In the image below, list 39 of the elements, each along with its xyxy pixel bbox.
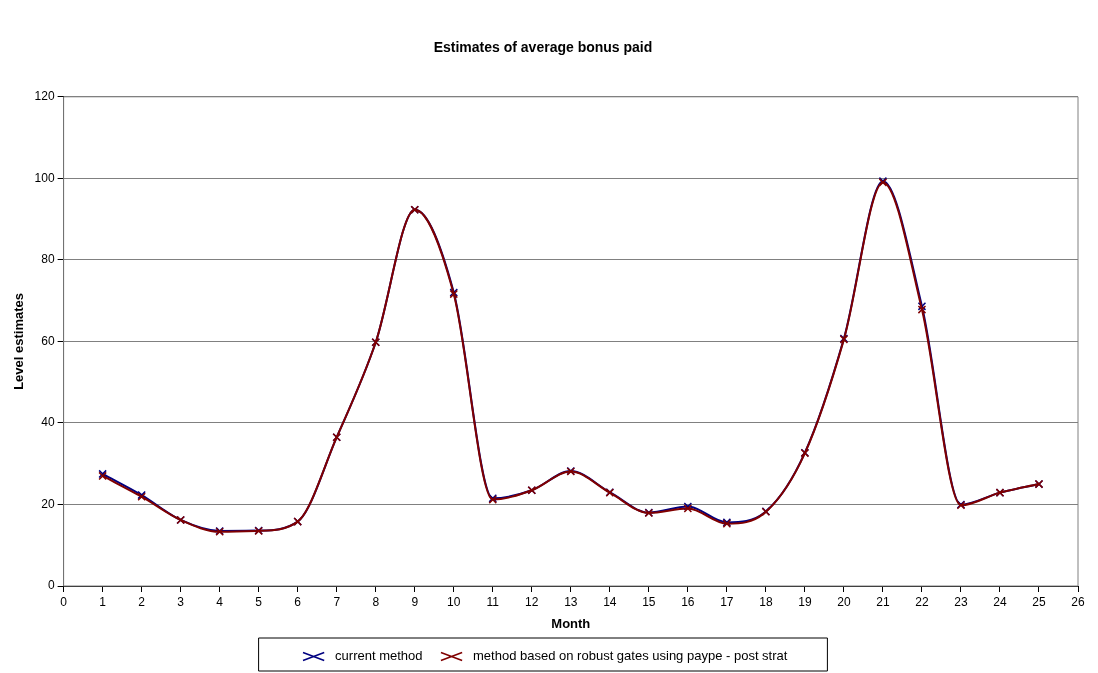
x-tick-label: 22 [915, 594, 929, 609]
x-tick-label: 25 [1032, 594, 1046, 609]
x-tick-label: 13 [564, 594, 578, 609]
x-tick-label: 24 [993, 594, 1007, 609]
y-tick-label: 120 [34, 89, 55, 104]
legend-label: current method [335, 648, 423, 664]
x-tick-label: 26 [1071, 594, 1085, 609]
x-tick-label: 20 [837, 594, 851, 609]
y-tick-label: 80 [41, 252, 55, 267]
x-tick-label: 10 [447, 594, 461, 609]
x-tick-label: 1 [99, 594, 107, 609]
x-tick-label: 4 [216, 594, 224, 609]
y-tick-label: 20 [41, 496, 55, 511]
x-tick-label: 7 [333, 594, 341, 609]
y-tick-label: 60 [41, 333, 55, 348]
x-tick-label: 23 [954, 594, 968, 609]
x-tick-label: 16 [681, 594, 695, 609]
x-tick-label: 19 [798, 594, 812, 609]
y-tick-label: 40 [41, 415, 55, 430]
x-tick-label: 8 [372, 594, 380, 609]
x-tick-label: 11 [486, 594, 500, 609]
x-tick-label: 9 [411, 594, 419, 609]
chart-title: Estimates of average bonus paid [433, 39, 653, 56]
x-tick-label: 15 [642, 594, 656, 609]
legend-label: method based on robust gates using paype - post strat [473, 648, 788, 664]
x-tick-label: 17 [720, 594, 734, 609]
x-tick-label: 18 [759, 594, 773, 609]
x-tick-label: 21 [876, 594, 890, 609]
x-tick-label: 3 [177, 594, 185, 609]
x-tick-label: 6 [294, 594, 302, 609]
x-axis-title: Month [551, 615, 591, 631]
x-tick-label: 12 [525, 594, 539, 609]
y-tick-label: 0 [47, 578, 55, 593]
y-axis-title: Level estimates [11, 292, 27, 390]
x-tick-label: 0 [60, 594, 68, 609]
x-tick-label: 14 [603, 594, 617, 609]
x-tick-label: 5 [255, 594, 263, 609]
x-tick-label: 2 [138, 594, 146, 609]
y-tick-label: 100 [34, 170, 55, 185]
